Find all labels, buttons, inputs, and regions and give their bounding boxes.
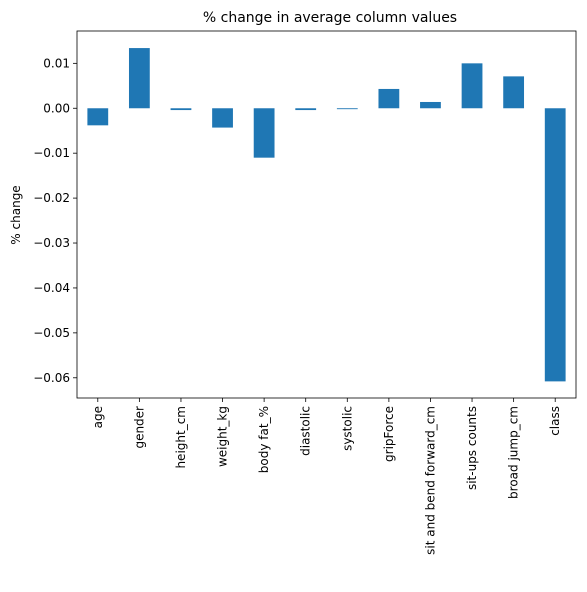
- x-tick-label: sit-ups counts: [465, 406, 479, 490]
- bar-diastolic: [295, 108, 317, 111]
- y-tick-label: 0.01: [43, 56, 70, 70]
- bar-sit-ups-counts: [461, 63, 483, 109]
- bars-group: [87, 48, 566, 382]
- x-tick-label: weight_kg: [216, 406, 230, 467]
- bar-systolic: [336, 108, 358, 110]
- bar-broad-jump-cm: [503, 76, 525, 109]
- bar-sit-and-bend-forward-cm: [420, 101, 441, 109]
- x-tick-label: systolic: [340, 406, 354, 451]
- bar-weight-kg: [212, 108, 233, 128]
- bar-body-fat-: [253, 108, 275, 158]
- y-tick-label: −0.06: [33, 371, 70, 385]
- x-axis: age gender height_cm weight_kg body fat_% dia…: [91, 398, 562, 555]
- y-tick-label: −0.02: [33, 191, 70, 205]
- bar-age: [87, 108, 109, 126]
- y-tick-label: −0.03: [33, 236, 70, 250]
- y-tick-label: −0.01: [33, 146, 70, 160]
- x-tick-label: age: [91, 406, 105, 428]
- bar-height-cm: [170, 108, 192, 111]
- x-tick-label: gender: [132, 406, 146, 449]
- y-tick-label: −0.04: [33, 281, 70, 295]
- x-tick-label: diastolic: [299, 406, 313, 456]
- bar-gripforce: [378, 88, 400, 109]
- chart-title: % change in average column values: [203, 10, 457, 26]
- x-tick-label: height_cm: [174, 406, 188, 469]
- y-tick-label: −0.05: [33, 326, 70, 340]
- x-tick-label: broad jump_cm: [507, 406, 521, 499]
- y-axis: 0.01 0.00 −0.01 −0.02 −0.03 −0.04 −0.05 −0.06: [33, 56, 77, 385]
- y-tick-label: 0.00: [43, 101, 70, 115]
- x-tick-label: body fat_%: [257, 406, 271, 473]
- x-tick-label: class: [548, 406, 562, 436]
- x-tick-label: sit and bend forward_cm: [423, 406, 437, 555]
- plot-frame: [76, 30, 577, 399]
- bar-class: [544, 108, 566, 382]
- x-tick-label: gripForce: [382, 406, 396, 462]
- bar-gender: [128, 48, 150, 109]
- y-axis-label: % change: [9, 185, 23, 244]
